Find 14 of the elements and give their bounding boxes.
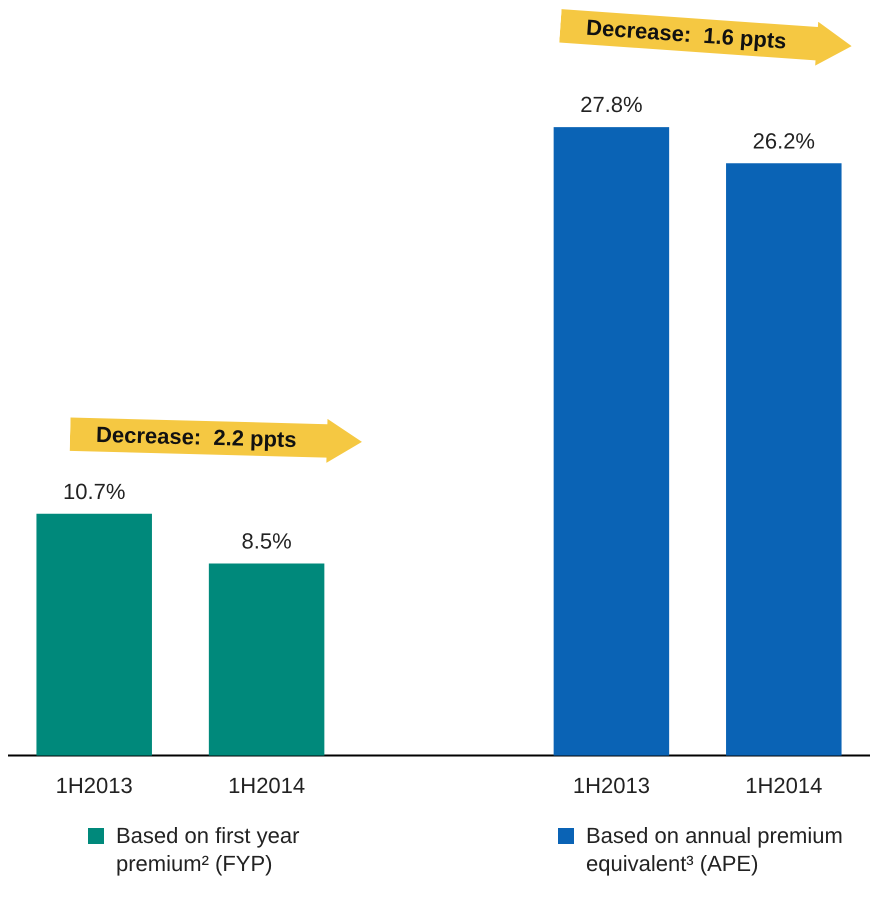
x-tick-label: 1H2013 (572, 772, 650, 798)
data-label: 27.8% (580, 92, 643, 118)
data-label: 26.2% (752, 128, 815, 154)
legend-label: Based on annual premium equivalent³ (APE) (586, 822, 844, 878)
bar (208, 563, 324, 756)
x-tick-label: 1H2013 (56, 772, 133, 798)
x-tick-label: 1H2014 (745, 772, 822, 798)
x-tick-label: 1H2014 (228, 772, 306, 798)
legend-label: Based on first year premium² (FYP) (116, 822, 300, 878)
data-label: 8.5% (242, 528, 292, 554)
bar (726, 163, 842, 756)
bar (36, 514, 152, 756)
bar (554, 127, 670, 756)
data-label: 10.7% (63, 478, 126, 504)
